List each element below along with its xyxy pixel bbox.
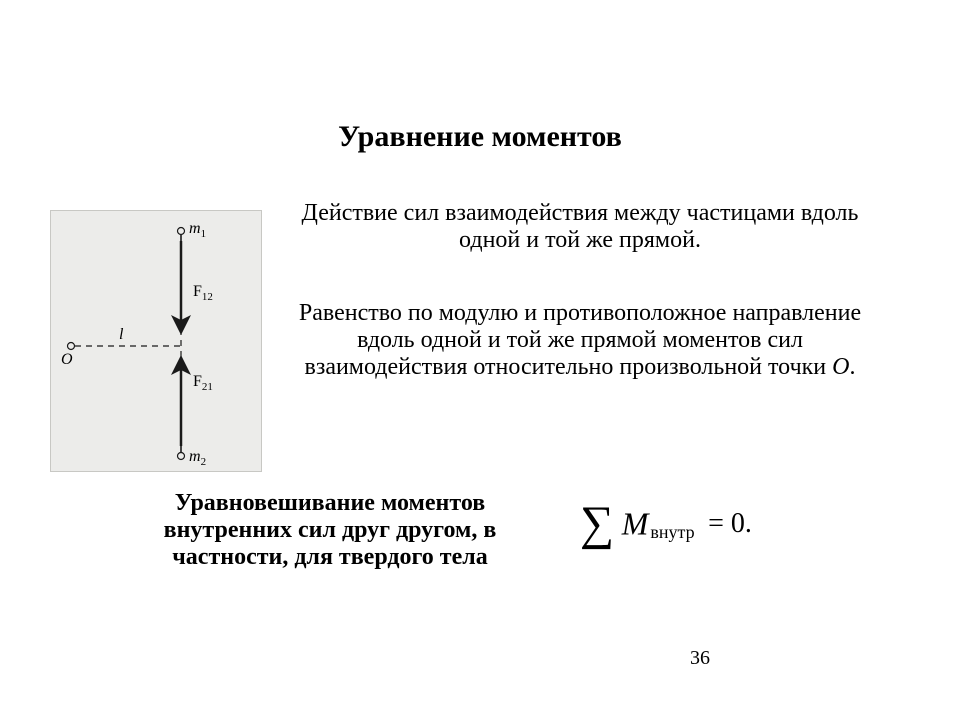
paragraph-2-point-O: O	[832, 354, 849, 380]
mass-1-marker	[178, 228, 185, 235]
paragraph-3: Уравновешивание моментов внутренних сил …	[120, 490, 540, 571]
slide-page: Уравнение моментов Действие сил взаимоде…	[0, 0, 960, 720]
lever-arm-label: l	[119, 326, 124, 343]
mass-2-marker	[178, 453, 185, 460]
force-diagram-svg: O l m1 m2 F12 F21	[51, 211, 261, 471]
page-title: Уравнение моментов	[0, 120, 960, 154]
equation-sum-moments: ∑ Mвнутр = 0.	[580, 500, 880, 548]
force-diagram: O l m1 m2 F12 F21	[50, 210, 262, 472]
equation-rhs: = 0.	[708, 508, 752, 539]
point-o-label: O	[61, 351, 73, 368]
paragraph-2-post: .	[849, 354, 855, 380]
mass-1-label: m1	[189, 220, 206, 240]
point-o-marker	[68, 343, 75, 350]
equation-subscript: внутр	[650, 522, 694, 542]
sigma-symbol: ∑	[580, 500, 614, 548]
paragraph-2: Равенство по модулю и противоположное на…	[290, 300, 870, 381]
paragraph-2-pre: Равенство по модулю и противоположное на…	[299, 300, 861, 380]
force-f21-label: F21	[193, 373, 213, 393]
force-f12-label: F12	[193, 283, 213, 303]
mass-2-label: m2	[189, 448, 206, 468]
equation-variable: M	[622, 506, 649, 542]
paragraph-1: Действие сил взаимодействия между частиц…	[300, 200, 860, 254]
page-number: 36	[690, 647, 710, 670]
